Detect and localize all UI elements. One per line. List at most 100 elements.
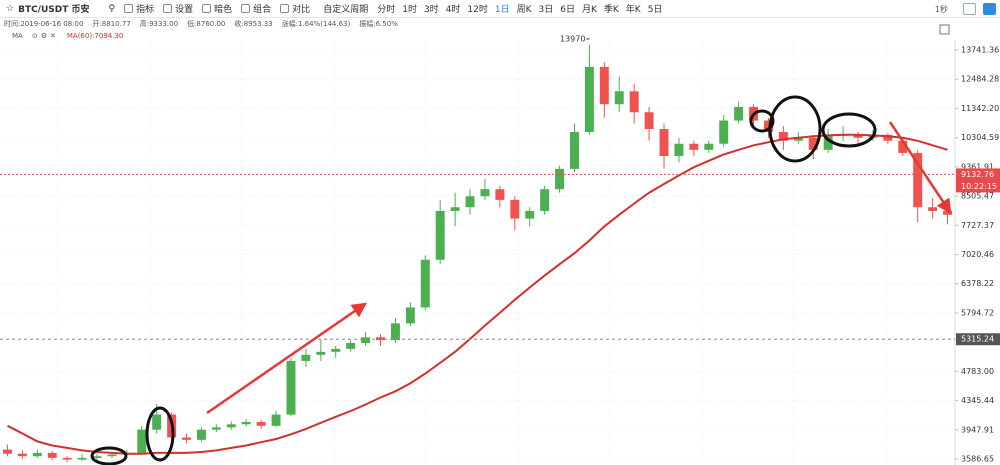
candle bbox=[2, 444, 12, 457]
candle-body bbox=[570, 131, 579, 169]
candle bbox=[390, 317, 400, 344]
period-button[interactable]: 3日 bbox=[538, 5, 554, 15]
tool-label: 组合 bbox=[253, 5, 272, 15]
candle-body bbox=[2, 449, 12, 454]
candle bbox=[659, 123, 669, 169]
period-button[interactable]: 3时 bbox=[423, 5, 439, 15]
favorite-icon[interactable]: ☆ bbox=[6, 3, 15, 14]
tool-label: 设置 bbox=[175, 5, 194, 15]
candle-body bbox=[331, 348, 341, 352]
tool-label: 指标 bbox=[136, 5, 155, 15]
tool-button[interactable]: 指标 bbox=[124, 2, 154, 15]
ma-line bbox=[7, 133, 948, 455]
icon-button[interactable] bbox=[983, 3, 996, 15]
candle bbox=[629, 83, 639, 124]
period-button[interactable]: 分时 bbox=[377, 5, 396, 15]
candle bbox=[778, 126, 788, 150]
candle-body bbox=[793, 137, 803, 141]
candle-body bbox=[614, 91, 624, 105]
info-field: 涨幅:1.64%(144.63) bbox=[281, 20, 351, 28]
period-button[interactable]: 12时 bbox=[467, 5, 488, 15]
timer[interactable]: 1秒 bbox=[934, 5, 948, 14]
crosshair-tag bbox=[956, 333, 1000, 346]
tool-icon bbox=[280, 4, 290, 13]
annotation-arrow bbox=[206, 302, 368, 415]
candle-body bbox=[689, 143, 699, 150]
tool-button[interactable]: 对比 bbox=[280, 2, 310, 15]
tool-button[interactable]: 暗色 bbox=[202, 2, 232, 15]
period-button[interactable]: 季K bbox=[603, 5, 619, 15]
tool-icon bbox=[124, 4, 134, 13]
info-field: 开:8810.77 bbox=[92, 20, 131, 28]
candle-body bbox=[928, 207, 938, 211]
crosshair-value: 5315.24 bbox=[961, 335, 994, 344]
y-tick-label: 13741.36 bbox=[961, 45, 999, 54]
candle bbox=[316, 340, 326, 361]
candle bbox=[346, 340, 356, 352]
candle-body bbox=[734, 106, 744, 121]
period-button[interactable]: 周K bbox=[516, 5, 532, 15]
period-button[interactable]: 5日 bbox=[647, 5, 663, 15]
y-tick-label: 6378.22 bbox=[961, 279, 994, 288]
candle bbox=[689, 140, 699, 157]
settings-icon bbox=[939, 24, 950, 35]
candle-body bbox=[182, 437, 191, 440]
candle bbox=[77, 454, 87, 462]
candle-body bbox=[510, 199, 520, 219]
candle bbox=[599, 62, 609, 118]
candle-body bbox=[525, 210, 535, 219]
candle-body bbox=[256, 422, 266, 426]
tool-icon bbox=[241, 4, 251, 13]
symbol[interactable]: BTC/USDT 币安 bbox=[18, 5, 90, 15]
info-field: 时间:2019-06-16 08:00 bbox=[4, 20, 84, 28]
tool-label: 对比 bbox=[292, 5, 311, 15]
annotation-circle bbox=[821, 112, 877, 148]
candle-body bbox=[405, 307, 415, 324]
period-button[interactable]: 年K bbox=[625, 5, 641, 15]
candle bbox=[465, 189, 475, 215]
candle-body bbox=[77, 457, 87, 460]
search-icon[interactable]: ⚲ bbox=[108, 3, 116, 14]
tool-button[interactable]: 设置 bbox=[163, 2, 193, 15]
candle-body bbox=[853, 134, 863, 138]
candle bbox=[92, 453, 102, 460]
candle bbox=[32, 449, 42, 458]
period-button[interactable]: 1时 bbox=[402, 5, 417, 15]
candle bbox=[808, 134, 818, 160]
candle bbox=[182, 433, 191, 444]
candle-body bbox=[390, 323, 400, 341]
candle bbox=[510, 196, 520, 231]
candle bbox=[674, 137, 684, 163]
period-button[interactable]: 月K bbox=[581, 5, 597, 15]
candle bbox=[495, 185, 505, 208]
candle-body bbox=[435, 210, 445, 260]
candle bbox=[435, 199, 445, 265]
price-tag bbox=[956, 168, 1000, 193]
candle-body bbox=[450, 207, 460, 211]
candle-body bbox=[17, 453, 27, 457]
candle bbox=[405, 302, 415, 327]
period-button[interactable]: 1日 bbox=[494, 5, 510, 15]
info-field: 振幅:6.50% bbox=[359, 20, 398, 28]
period-button[interactable]: 4时 bbox=[445, 5, 461, 15]
candle bbox=[540, 185, 550, 215]
y-tick-label: 3586.65 bbox=[961, 455, 994, 464]
icon-button[interactable] bbox=[963, 3, 976, 15]
annotation-arrow bbox=[888, 121, 952, 215]
candle-body bbox=[32, 452, 42, 457]
y-tick-label: 7727.37 bbox=[961, 221, 994, 230]
candle bbox=[584, 44, 594, 135]
indicator-control[interactable]: ⚙ bbox=[40, 31, 47, 40]
candle-body bbox=[764, 120, 773, 132]
candle-body bbox=[241, 422, 251, 425]
candle bbox=[555, 165, 565, 193]
ohlc-info: 时间:2019-06-16 08:00 开:8810.77 高:9333.00 低:8… bbox=[0, 18, 407, 30]
indicator-control[interactable]: ⊙ bbox=[31, 31, 38, 40]
period-button[interactable]: 6日 bbox=[560, 5, 575, 15]
candle bbox=[450, 192, 460, 227]
custom-period[interactable]: 自定义周期 bbox=[323, 5, 369, 15]
indicator-control[interactable]: ✕ bbox=[49, 31, 56, 40]
tool-button[interactable]: 组合 bbox=[241, 2, 271, 15]
candle bbox=[614, 76, 624, 113]
candle-body bbox=[420, 259, 430, 308]
